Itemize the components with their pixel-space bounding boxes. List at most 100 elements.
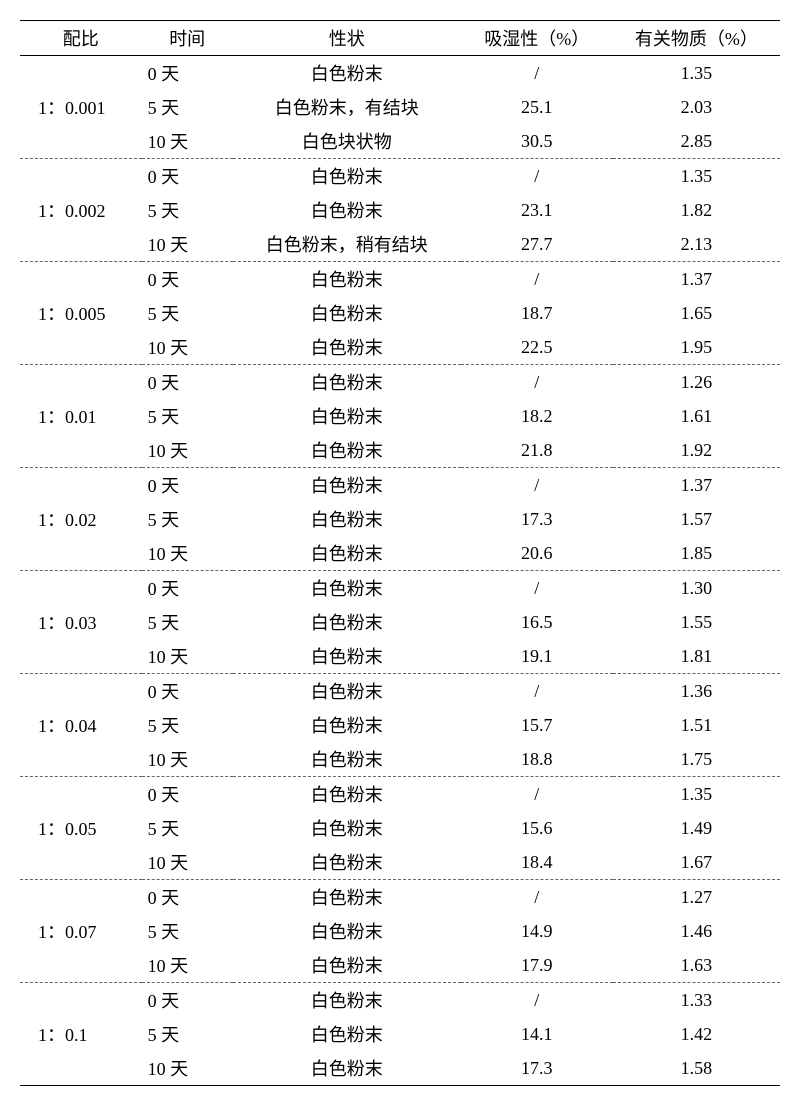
time-cell: 5 天 [142, 296, 233, 330]
appearance-cell: 白色粉末 [233, 983, 461, 1018]
impurity-cell: 1.33 [613, 983, 780, 1018]
impurity-cell: 1.51 [613, 708, 780, 742]
hygro-cell: / [461, 365, 613, 400]
table-row: 1：0.070 天白色粉末/1.27 [20, 880, 780, 915]
table-group: 1：0.020 天白色粉末/1.375 天白色粉末17.31.5710 天白色粉… [20, 468, 780, 571]
time-cell: 10 天 [142, 742, 233, 777]
appearance-cell: 白色粉末 [233, 948, 461, 983]
hygro-cell: 18.2 [461, 399, 613, 433]
table-group: 1：0.10 天白色粉末/1.335 天白色粉末14.11.4210 天白色粉末… [20, 983, 780, 1086]
hygro-cell: / [461, 262, 613, 297]
time-cell: 10 天 [142, 639, 233, 674]
hygro-cell: 23.1 [461, 193, 613, 227]
table-row: 1：0.10 天白色粉末/1.33 [20, 983, 780, 1018]
appearance-cell: 白色粉末 [233, 159, 461, 194]
ratio-cell: 1：0.05 [20, 777, 142, 880]
appearance-cell: 白色粉末 [233, 742, 461, 777]
impurity-cell: 1.81 [613, 639, 780, 674]
time-cell: 10 天 [142, 1051, 233, 1086]
appearance-cell: 白色粉末 [233, 1017, 461, 1051]
impurity-cell: 1.27 [613, 880, 780, 915]
time-cell: 0 天 [142, 880, 233, 915]
hygro-cell: / [461, 983, 613, 1018]
ratio-cell: 1：0.002 [20, 159, 142, 262]
hygro-cell: 18.4 [461, 845, 613, 880]
impurity-cell: 1.58 [613, 1051, 780, 1086]
impurity-cell: 2.85 [613, 124, 780, 159]
time-cell: 0 天 [142, 674, 233, 709]
hygro-cell: 30.5 [461, 124, 613, 159]
table-header-row: 配比 时间 性状 吸湿性（%） 有关物质（%） [20, 21, 780, 56]
hygro-cell: 17.3 [461, 1051, 613, 1086]
hygro-cell: / [461, 777, 613, 812]
impurity-cell: 1.30 [613, 571, 780, 606]
appearance-cell: 白色粉末 [233, 811, 461, 845]
appearance-cell: 白色块状物 [233, 124, 461, 159]
table-row: 1：0.0020 天白色粉末/1.35 [20, 159, 780, 194]
hygro-cell: 14.1 [461, 1017, 613, 1051]
appearance-cell: 白色粉末 [233, 468, 461, 503]
time-cell: 5 天 [142, 399, 233, 433]
impurity-cell: 1.46 [613, 914, 780, 948]
table-group: 1：0.030 天白色粉末/1.305 天白色粉末16.51.5510 天白色粉… [20, 571, 780, 674]
hygro-cell: / [461, 56, 613, 91]
time-cell: 5 天 [142, 502, 233, 536]
impurity-cell: 1.63 [613, 948, 780, 983]
table-group: 1：0.0020 天白色粉末/1.355 天白色粉末23.11.8210 天白色… [20, 159, 780, 262]
impurity-cell: 1.65 [613, 296, 780, 330]
appearance-cell: 白色粉末 [233, 777, 461, 812]
impurity-cell: 1.67 [613, 845, 780, 880]
appearance-cell: 白色粉末 [233, 880, 461, 915]
time-cell: 0 天 [142, 571, 233, 606]
hygro-cell: 15.6 [461, 811, 613, 845]
table-row: 1：0.050 天白色粉末/1.35 [20, 777, 780, 812]
col-header-ratio: 配比 [20, 21, 142, 56]
time-cell: 10 天 [142, 227, 233, 262]
table-row: 1：0.030 天白色粉末/1.30 [20, 571, 780, 606]
hygro-cell: 25.1 [461, 90, 613, 124]
ratio-cell: 1：0.03 [20, 571, 142, 674]
ratio-cell: 1：0.01 [20, 365, 142, 468]
time-cell: 0 天 [142, 983, 233, 1018]
table-group: 1：0.0050 天白色粉末/1.375 天白色粉末18.71.65 10 天白色… [20, 262, 780, 365]
impurity-cell: 2.03 [613, 90, 780, 124]
time-cell: 10 天 [142, 433, 233, 468]
table-row: 1：0.020 天白色粉末/1.37 [20, 468, 780, 503]
time-cell: 10 天 [142, 330, 233, 365]
appearance-cell: 白色粉末 [233, 296, 461, 330]
hygro-cell: 15.7 [461, 708, 613, 742]
hygro-cell: 18.7 [461, 296, 613, 330]
hygro-cell: 14.9 [461, 914, 613, 948]
appearance-cell: 白色粉末 [233, 845, 461, 880]
col-header-hygro: 吸湿性（%） [461, 21, 613, 56]
hygro-cell: 20.6 [461, 536, 613, 571]
hygro-cell: 21.8 [461, 433, 613, 468]
hygro-cell: / [461, 468, 613, 503]
time-cell: 5 天 [142, 708, 233, 742]
appearance-cell: 白色粉末 [233, 330, 461, 365]
table-row: 1：0.0050 天白色粉末/1.37 [20, 262, 780, 297]
time-cell: 5 天 [142, 914, 233, 948]
hygro-cell: 27.7 [461, 227, 613, 262]
ratio-cell: 1：0.02 [20, 468, 142, 571]
hygro-cell: 22.5 [461, 330, 613, 365]
table-group: 1：0.050 天白色粉末/1.355 天白色粉末15.61.4910 天白色粉… [20, 777, 780, 880]
ratio-cell: 1：0.001 [20, 56, 142, 159]
time-cell: 5 天 [142, 811, 233, 845]
time-cell: 5 天 [142, 90, 233, 124]
col-header-impurity: 有关物质（%） [613, 21, 780, 56]
time-cell: 10 天 [142, 124, 233, 159]
appearance-cell: 白色粉末 [233, 605, 461, 639]
impurity-cell: 1.35 [613, 777, 780, 812]
time-cell: 5 天 [142, 193, 233, 227]
time-cell: 0 天 [142, 365, 233, 400]
appearance-cell: 白色粉末 [233, 571, 461, 606]
hygro-cell: 18.8 [461, 742, 613, 777]
data-table: 配比 时间 性状 吸湿性（%） 有关物质（%） 1：0.0010 天白色粉末/1… [20, 20, 780, 1086]
time-cell: 0 天 [142, 777, 233, 812]
table-group: 1：0.010 天白色粉末/1.265 天白色粉末18.21.6110 天白色粉… [20, 365, 780, 468]
appearance-cell: 白色粉末 [233, 193, 461, 227]
time-cell: 5 天 [142, 605, 233, 639]
impurity-cell: 1.55 [613, 605, 780, 639]
appearance-cell: 白色粉末 [233, 56, 461, 91]
